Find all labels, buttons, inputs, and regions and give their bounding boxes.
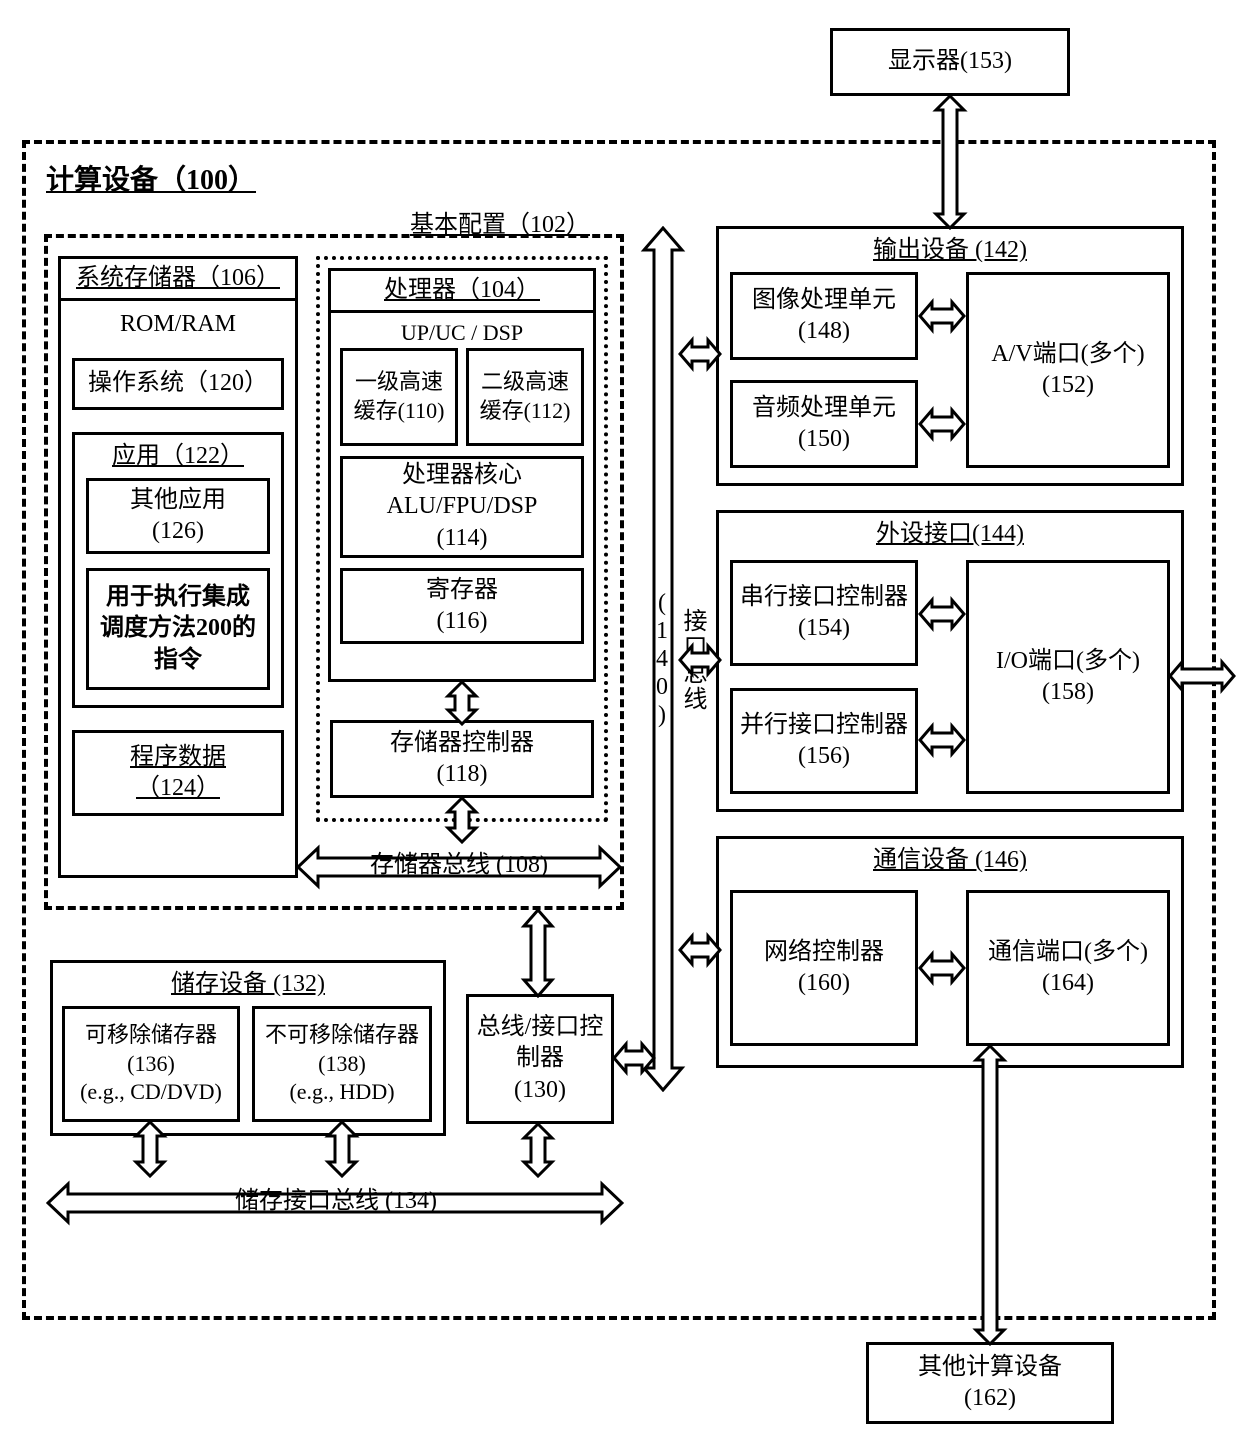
instr-box: 用于执行集成调度方法200的指令 — [86, 568, 270, 690]
sys-mem-header: 系统存储器（106） — [61, 259, 295, 301]
output-header: 输出设备 (142) — [873, 235, 1027, 266]
progdata-box: 程序数据 （124） — [72, 730, 284, 816]
arrow-ifbus-periph — [678, 640, 722, 680]
updsp-label: UP/UC / DSP — [401, 319, 523, 348]
io-label: I/O端口(多个)(158) — [969, 646, 1167, 708]
os-label: 操作系统（120） — [88, 368, 268, 399]
parallel-label: 并行接口控制器(156) — [733, 710, 915, 772]
arrow-reg-memctrl — [440, 680, 484, 726]
l1-label: 一级高速缓存(110) — [343, 368, 455, 425]
net-label: 网络控制器(160) — [733, 937, 915, 999]
arrow-net-commport — [918, 948, 966, 988]
other-app-label: 其他应用 (126) — [130, 485, 226, 547]
arrow-nonremovable-storagebus — [320, 1120, 364, 1178]
arrow-audio-av — [918, 404, 966, 444]
arrow-memctrl-membus — [440, 796, 484, 844]
av-label: A/V端口(多个)(152) — [969, 339, 1167, 401]
serial-box: 串行接口控制器(154) — [730, 560, 918, 666]
core-label: 处理器核心 ALU/FPU/DSP (114) — [387, 460, 538, 554]
memctrl-box: 存储器控制器 (118) — [330, 720, 594, 798]
reg-label: 寄存器 (116) — [426, 575, 498, 637]
arrow-commport-otherdev — [968, 1044, 1012, 1346]
memctrl-label: 存储器控制器 (118) — [390, 728, 534, 790]
parallel-box: 并行接口控制器(156) — [730, 688, 918, 794]
arrow-ifbus-output — [678, 334, 722, 374]
arrow-serial-io — [918, 594, 966, 634]
arrow-display-output — [928, 94, 972, 230]
l1-cache-box: 一级高速缓存(110) — [340, 348, 458, 446]
arrow-busctrl-storagebus — [516, 1122, 560, 1178]
removable-box: 可移除储存器 (136) (e.g., CD/DVD) — [62, 1006, 240, 1122]
instr-label: 用于执行集成调度方法200的指令 — [89, 582, 267, 676]
arrow-parallel-io — [918, 720, 966, 760]
other-app-box: 其他应用 (126) — [86, 478, 270, 554]
os-box: 操作系统（120） — [72, 358, 284, 410]
display-box: 显示器(153) — [830, 28, 1070, 96]
core-box: 处理器核心 ALU/FPU/DSP (114) — [340, 456, 584, 558]
other-dev-box: 其他计算设备 (162) — [866, 1342, 1114, 1424]
arrow-io-external — [1168, 656, 1236, 696]
arrow-removable-storagebus — [128, 1120, 172, 1178]
arrow-ifbus-comm — [678, 930, 722, 970]
io-box: I/O端口(多个)(158) — [966, 560, 1170, 794]
reg-box: 寄存器 (116) — [340, 568, 584, 644]
progdata-label: 程序数据 （124） — [130, 742, 226, 804]
periph-header: 外设接口(144) — [876, 519, 1024, 550]
membus-label: 存储器总线 (108) — [344, 844, 574, 879]
other-dev-label: 其他计算设备 (162) — [918, 1352, 1062, 1414]
comm-header: 通信设备 (146) — [873, 845, 1027, 876]
audio-box: 音频处理单元(150) — [730, 380, 918, 468]
storagebus-label: 储存接口总线 (134) — [216, 1180, 456, 1215]
busctrl-box: 总线/接口控制器 (130) — [466, 994, 614, 1124]
nonremovable-box: 不可移除储存器 (138) (e.g., HDD) — [252, 1006, 432, 1122]
romram-label: ROM/RAM — [120, 309, 236, 340]
storage-header: 储存设备 (132) — [171, 969, 325, 1000]
gpu-box: 图像处理单元(148) — [730, 272, 918, 360]
l2-label: 二级高速缓存(112) — [469, 368, 581, 425]
gpu-label: 图像处理单元(148) — [733, 285, 915, 347]
commport-box: 通信端口(多个)(164) — [966, 890, 1170, 1046]
arrow-basic-busctrl — [516, 908, 560, 998]
app-header: 应用（122） — [112, 441, 244, 472]
commport-label: 通信端口(多个)(164) — [969, 937, 1167, 999]
l2-cache-box: 二级高速缓存(112) — [466, 348, 584, 446]
net-box: 网络控制器(160) — [730, 890, 918, 1046]
serial-label: 串行接口控制器(154) — [733, 582, 915, 644]
display-label: 显示器(153) — [888, 46, 1012, 77]
removable-label: 可移除储存器 (136) (e.g., CD/DVD) — [80, 1021, 222, 1107]
basic-config-label: 基本配置（102） — [410, 204, 590, 239]
arrow-gpu-av — [918, 296, 966, 336]
audio-label: 音频处理单元(150) — [733, 393, 915, 455]
nonremovable-label: 不可移除储存器 (138) (e.g., HDD) — [255, 1021, 429, 1107]
main-title: 计算设备（100） — [46, 158, 256, 198]
arrow-busctrl-ifbus — [612, 1038, 656, 1078]
processor-header: 处理器（104） — [331, 271, 593, 313]
busctrl-label: 总线/接口控制器 (130) — [469, 1012, 611, 1106]
av-box: A/V端口(多个)(152) — [966, 272, 1170, 468]
